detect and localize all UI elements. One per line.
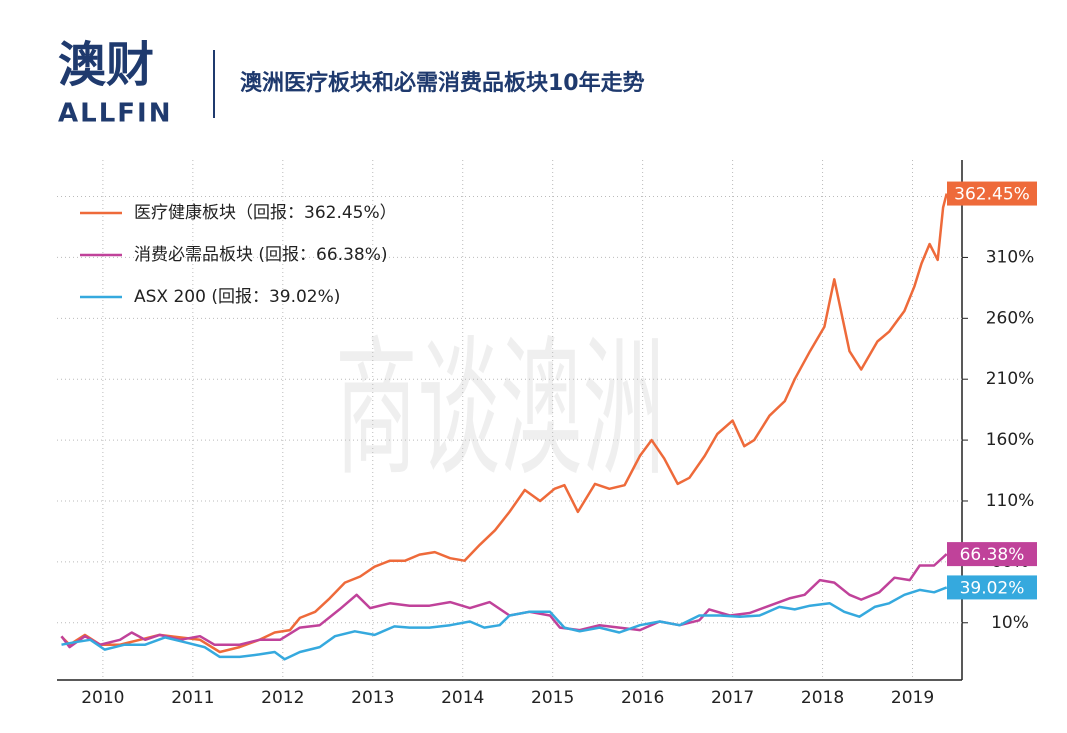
- x-tick-label: 2019: [891, 688, 934, 708]
- x-tick-label: 2017: [711, 688, 754, 708]
- end-label-bg: [947, 542, 1037, 567]
- y-tick-label: 10%: [991, 613, 1029, 633]
- y-tick-label: 210%: [986, 369, 1035, 389]
- series-line: [60, 553, 948, 649]
- chart-title: 澳洲医疗板块和必需消费品板块10年走势: [240, 70, 645, 96]
- logo-cn: 澳财: [58, 37, 154, 93]
- end-label: 39.02%: [960, 578, 1025, 598]
- x-tick-label: 2018: [801, 688, 844, 708]
- watermark: 商谈澳洲: [335, 323, 665, 497]
- end-label: 66.38%: [960, 545, 1025, 565]
- legend-label: ASX 200 (回报：39.02%): [134, 287, 340, 307]
- end-label-bg: [947, 575, 1037, 600]
- y-tick-label: 310%: [986, 247, 1035, 267]
- x-tick-label: 2015: [531, 688, 574, 708]
- x-tick-label: 2012: [261, 688, 304, 708]
- y-tick-label: 110%: [986, 491, 1035, 511]
- x-tick-label: 2016: [621, 688, 664, 708]
- x-tick-label: 2011: [171, 688, 214, 708]
- x-tick-label: 2013: [351, 688, 394, 708]
- x-tick-label: 2010: [81, 688, 124, 708]
- legend-label: 医疗健康板块（回报：362.45%）: [134, 203, 397, 223]
- x-tick-label: 2014: [441, 688, 484, 708]
- logo-en: ALLFIN: [58, 99, 172, 129]
- end-label: 362.45%: [954, 185, 1030, 205]
- end-label-bg: [947, 181, 1037, 206]
- legend-label: 消费必需品板块 (回报：66.38%): [134, 245, 388, 265]
- y-tick-label: 160%: [986, 430, 1035, 450]
- y-tick-label: 260%: [986, 308, 1035, 328]
- series-line: [61, 586, 948, 661]
